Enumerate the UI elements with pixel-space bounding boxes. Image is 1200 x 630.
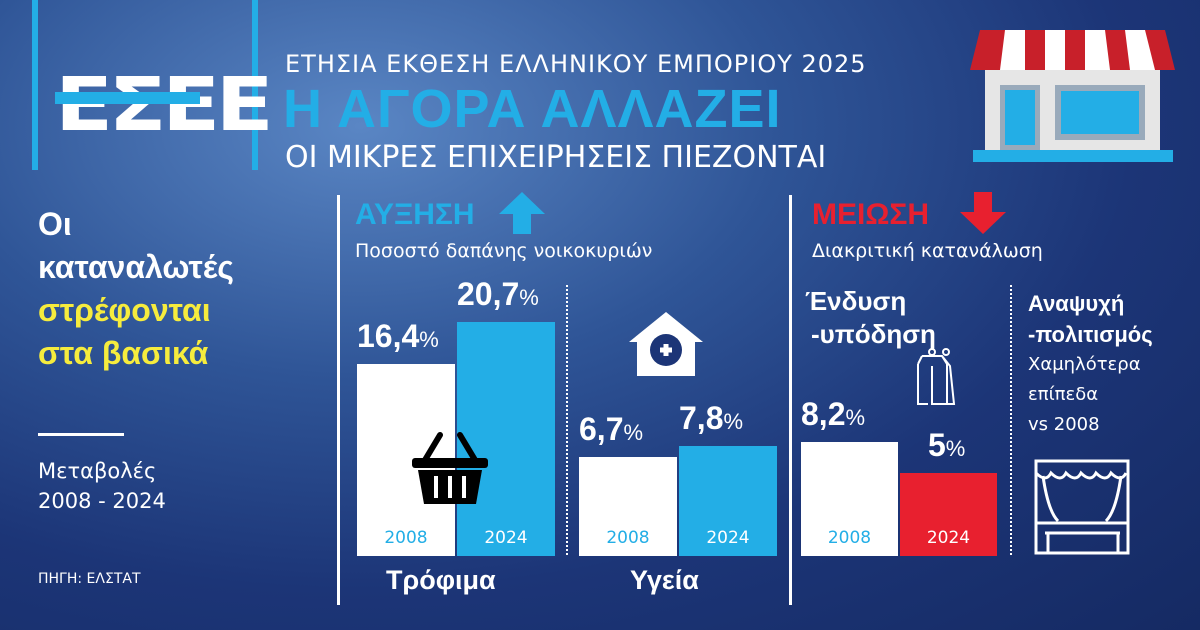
decrease-title: ΜΕΙΩΣΗ <box>812 198 930 231</box>
leisure-label: -πολιτισμός <box>1028 322 1153 347</box>
year-label: 2024 <box>706 528 750 548</box>
year-label: 2008 <box>384 528 428 548</box>
leisure-block: Αναψυχή -πολιτισμός Χαμηλότερα επίπεδα v… <box>1028 288 1153 440</box>
accent-line <box>252 0 258 170</box>
arrow-up-icon <box>499 192 545 234</box>
category-label-food: Τρόφιμα <box>386 565 496 595</box>
leisure-note: Χαμηλότερα <box>1028 354 1141 375</box>
value-label: 16,4% <box>357 317 439 354</box>
value-label: 7,8% <box>679 400 744 437</box>
logo: ΕΣΕΕ <box>55 62 274 148</box>
period: Μεταβολές 2008 - 2024 <box>38 456 166 516</box>
logo-stripe <box>55 92 200 104</box>
accent-line <box>32 0 38 170</box>
dotted-divider <box>1010 285 1012 555</box>
lead-text: Οι καταναλωτές στρέφονται στα βασικά <box>38 203 234 375</box>
leisure-note: επίπεδα <box>1028 384 1099 405</box>
divider <box>337 195 340 605</box>
lead-line: Οι <box>38 206 72 242</box>
shopping-basket-icon <box>412 432 488 504</box>
period-range: 2008 - 2024 <box>38 489 166 513</box>
page-subtitle: ΟΙ ΜΙΚΡΕΣ ΕΠΙΧΕΙΡΗΣΕΙΣ ΠΙΕΖΟΝΤΑΙ <box>285 140 827 175</box>
leisure-note: vs 2008 <box>1028 414 1100 435</box>
clothing-label: Ένδυση -υπόδηση <box>805 285 936 351</box>
year-label: 2008 <box>606 528 650 548</box>
separator <box>38 433 124 436</box>
value-label: 5% <box>928 427 966 463</box>
clothing-label-line: Ένδυση <box>805 286 907 316</box>
year-label: 2024 <box>926 528 971 548</box>
bar-2024: 2024 <box>900 473 997 556</box>
arrow-down-icon <box>960 192 1006 234</box>
year-label: 2008 <box>827 528 872 548</box>
kicker: ΕΤΗΣΙΑ ΕΚΘΕΣΗ ΕΛΛΗΝΙΚΟΥ ΕΜΠΟΡΙΟΥ 2025 <box>285 50 867 78</box>
dotted-divider <box>566 285 568 555</box>
value-label: 6,7% <box>579 410 644 447</box>
increase-title: ΑΥΞΗΣΗ <box>355 198 475 231</box>
decrease-subtitle: Διακριτική κατανάλωση <box>812 240 1043 262</box>
page-title: Η ΑΓΟΡΑ ΑΛΛΑΖΕΙ <box>283 79 782 139</box>
lead-line: καταναλωτές <box>38 249 234 285</box>
source: ΠΗΓΗ: ΕΛΣΤΑΤ <box>38 571 141 587</box>
divider <box>789 195 792 605</box>
leisure-label: Αναψυχή <box>1028 291 1125 316</box>
value-label: 20,7% <box>457 276 539 313</box>
theater-stage-icon <box>1034 459 1130 555</box>
clothing-label-line: -υπόδηση <box>811 319 936 349</box>
bar-2024: 2024 <box>679 446 777 556</box>
clothes-hanger-icon <box>917 348 956 405</box>
increase-subtitle: Ποσοστό δαπάνης νοικοκυριών <box>355 240 653 262</box>
period-label: Μεταβολές <box>38 459 157 483</box>
year-label: 2024 <box>484 528 528 548</box>
bar-2024: 2024 <box>457 322 555 556</box>
health-house-icon <box>629 312 703 376</box>
shop-icon <box>970 30 1175 162</box>
lead-line: στρέφονται <box>38 292 211 328</box>
bar-2008: 2008 <box>801 442 898 556</box>
category-label-health: Υγεία <box>630 565 699 595</box>
lead-line: στα βασικά <box>38 335 209 371</box>
value-label: 8,2% <box>801 396 866 433</box>
bar-2008: 2008 <box>579 456 677 556</box>
